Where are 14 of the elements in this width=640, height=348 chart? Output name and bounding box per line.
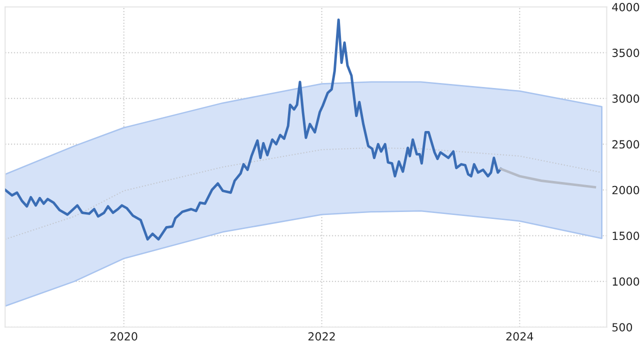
x-tick-label: 2020 — [110, 332, 138, 341]
x-tick-label: 2022 — [308, 332, 335, 341]
y-tick-label: 3500 — [612, 48, 640, 58]
line-series — [5, 18, 502, 241]
y-tick-label: 1000 — [612, 277, 640, 286]
x-tick-label: 2024 — [506, 332, 534, 341]
y-tick-label: 2000 — [612, 186, 640, 194]
line-series — [500, 168, 596, 188]
line-series — [5, 147, 602, 240]
y-tick-label: 500 — [612, 323, 632, 332]
y-tick-label: 3000 — [612, 94, 640, 103]
y-tick-label: 2500 — [612, 140, 640, 149]
y-tick-label: 1500 — [612, 232, 640, 240]
y-tick-label: 4000 — [612, 2, 640, 12]
